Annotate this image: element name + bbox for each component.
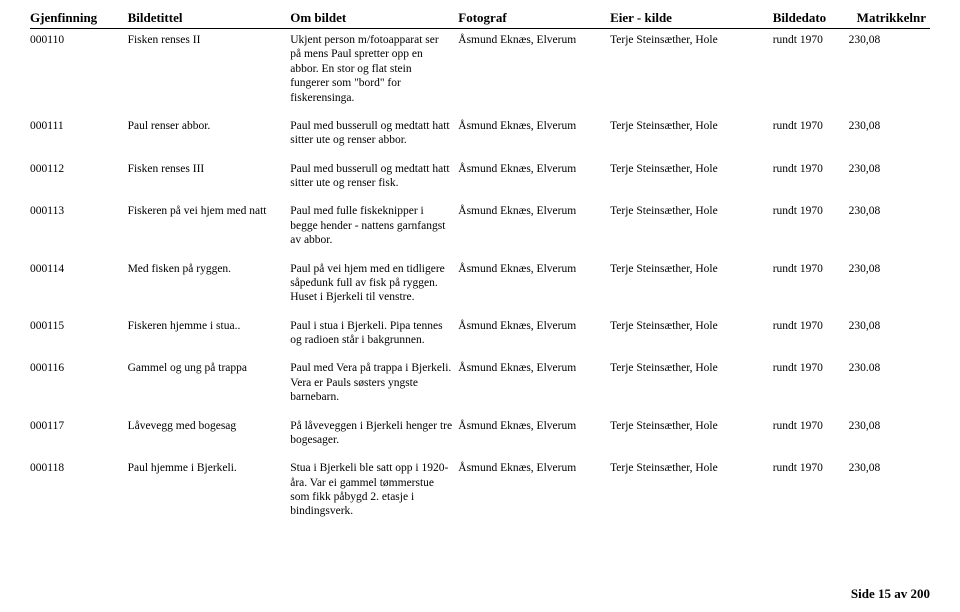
cell-fotograf: Åsmund Eknæs, Elverum	[458, 258, 610, 315]
cell-matrikkelnr: 230,08	[849, 415, 930, 458]
cell-matrikkelnr: 230,08	[849, 115, 930, 158]
cell-ombildet: Ukjent person m/fotoapparat ser på mens …	[290, 29, 458, 115]
cell-ombildet: Paul med busserull og medtatt hatt sitte…	[290, 158, 458, 201]
cell-gjenfinning: 000111	[30, 115, 128, 158]
cell-ombildet: Paul med fulle fiskeknipper i begge hend…	[290, 200, 458, 257]
cell-bildedato: rundt 1970	[773, 158, 849, 201]
cell-gjenfinning: 000118	[30, 457, 128, 529]
cell-ombildet: På låveveggen i Bjerkeli henger tre boge…	[290, 415, 458, 458]
data-table: Gjenfinning Bildetittel Om bildet Fotogr…	[30, 10, 930, 529]
cell-bildetittel: Gammel og ung på trappa	[128, 357, 291, 414]
cell-bildetittel: Fiskeren hjemme i stua..	[128, 315, 291, 358]
cell-eierkilde: Terje Steinsæther, Hole	[610, 158, 773, 201]
cell-matrikkelnr: 230,08	[849, 315, 930, 358]
cell-eierkilde: Terje Steinsæther, Hole	[610, 29, 773, 115]
cell-bildetittel: Låvevegg med bogesag	[128, 415, 291, 458]
cell-eierkilde: Terje Steinsæther, Hole	[610, 415, 773, 458]
col-header-bildetittel: Bildetittel	[128, 10, 291, 29]
cell-bildedato: rundt 1970	[773, 115, 849, 158]
cell-gjenfinning: 000113	[30, 200, 128, 257]
cell-bildetittel: Paul renser abbor.	[128, 115, 291, 158]
table-body: 000110Fisken renses IIUkjent person m/fo…	[30, 29, 930, 529]
table-row: 000112Fisken renses IIIPaul med busserul…	[30, 158, 930, 201]
table-row: 000111Paul renser abbor.Paul med busseru…	[30, 115, 930, 158]
cell-fotograf: Åsmund Eknæs, Elverum	[458, 457, 610, 529]
cell-gjenfinning: 000116	[30, 357, 128, 414]
cell-gjenfinning: 000112	[30, 158, 128, 201]
cell-ombildet: Paul med busserull og medtatt hatt sitte…	[290, 115, 458, 158]
cell-bildedato: rundt 1970	[773, 457, 849, 529]
col-header-fotograf: Fotograf	[458, 10, 610, 29]
cell-bildedato: rundt 1970	[773, 357, 849, 414]
cell-matrikkelnr: 230.08	[849, 357, 930, 414]
cell-ombildet: Paul i stua i Bjerkeli. Pipa tennes og r…	[290, 315, 458, 358]
cell-bildedato: rundt 1970	[773, 315, 849, 358]
cell-bildetittel: Paul hjemme i Bjerkeli.	[128, 457, 291, 529]
cell-gjenfinning: 000117	[30, 415, 128, 458]
table-row: 000114Med fisken på ryggen.Paul på vei h…	[30, 258, 930, 315]
col-header-bildedato: Bildedato	[773, 10, 849, 29]
table-row: 000117Låvevegg med bogesagPå låveveggen …	[30, 415, 930, 458]
cell-fotograf: Åsmund Eknæs, Elverum	[458, 158, 610, 201]
col-header-gjenfinning: Gjenfinning	[30, 10, 128, 29]
col-header-matrikkelnr: Matrikkelnr	[849, 10, 930, 29]
cell-bildedato: rundt 1970	[773, 258, 849, 315]
cell-bildetittel: Med fisken på ryggen.	[128, 258, 291, 315]
cell-ombildet: Paul på vei hjem med en tidligere såpedu…	[290, 258, 458, 315]
cell-fotograf: Åsmund Eknæs, Elverum	[458, 115, 610, 158]
cell-bildedato: rundt 1970	[773, 29, 849, 115]
table-row: 000116Gammel og ung på trappaPaul med Ve…	[30, 357, 930, 414]
cell-eierkilde: Terje Steinsæther, Hole	[610, 200, 773, 257]
cell-matrikkelnr: 230,08	[849, 158, 930, 201]
cell-fotograf: Åsmund Eknæs, Elverum	[458, 357, 610, 414]
cell-matrikkelnr: 230,08	[849, 200, 930, 257]
cell-ombildet: Paul med Vera på trappa i Bjerkeli. Vera…	[290, 357, 458, 414]
cell-fotograf: Åsmund Eknæs, Elverum	[458, 29, 610, 115]
cell-bildetittel: Fisken renses III	[128, 158, 291, 201]
table-row: 000115Fiskeren hjemme i stua..Paul i stu…	[30, 315, 930, 358]
cell-eierkilde: Terje Steinsæther, Hole	[610, 315, 773, 358]
cell-matrikkelnr: 230,08	[849, 258, 930, 315]
cell-gjenfinning: 000110	[30, 29, 128, 115]
cell-eierkilde: Terje Steinsæther, Hole	[610, 258, 773, 315]
page-footer: Side 15 av 200	[851, 586, 930, 602]
cell-gjenfinning: 000114	[30, 258, 128, 315]
cell-gjenfinning: 000115	[30, 315, 128, 358]
cell-matrikkelnr: 230,08	[849, 457, 930, 529]
cell-bildedato: rundt 1970	[773, 200, 849, 257]
cell-fotograf: Åsmund Eknæs, Elverum	[458, 415, 610, 458]
cell-eierkilde: Terje Steinsæther, Hole	[610, 357, 773, 414]
table-row: 000118Paul hjemme i Bjerkeli.Stua i Bjer…	[30, 457, 930, 529]
cell-eierkilde: Terje Steinsæther, Hole	[610, 115, 773, 158]
cell-bildetittel: Fiskeren på vei hjem med natt	[128, 200, 291, 257]
table-row: 000113Fiskeren på vei hjem med nattPaul …	[30, 200, 930, 257]
page: Gjenfinning Bildetittel Om bildet Fotogr…	[0, 0, 960, 612]
cell-ombildet: Stua i Bjerkeli ble satt opp i 1920-åra.…	[290, 457, 458, 529]
cell-fotograf: Åsmund Eknæs, Elverum	[458, 200, 610, 257]
cell-bildedato: rundt 1970	[773, 415, 849, 458]
table-row: 000110Fisken renses IIUkjent person m/fo…	[30, 29, 930, 115]
cell-fotograf: Åsmund Eknæs, Elverum	[458, 315, 610, 358]
cell-bildetittel: Fisken renses II	[128, 29, 291, 115]
cell-matrikkelnr: 230,08	[849, 29, 930, 115]
col-header-ombildet: Om bildet	[290, 10, 458, 29]
header-row: Gjenfinning Bildetittel Om bildet Fotogr…	[30, 10, 930, 29]
cell-eierkilde: Terje Steinsæther, Hole	[610, 457, 773, 529]
col-header-eierkilde: Eier - kilde	[610, 10, 773, 29]
